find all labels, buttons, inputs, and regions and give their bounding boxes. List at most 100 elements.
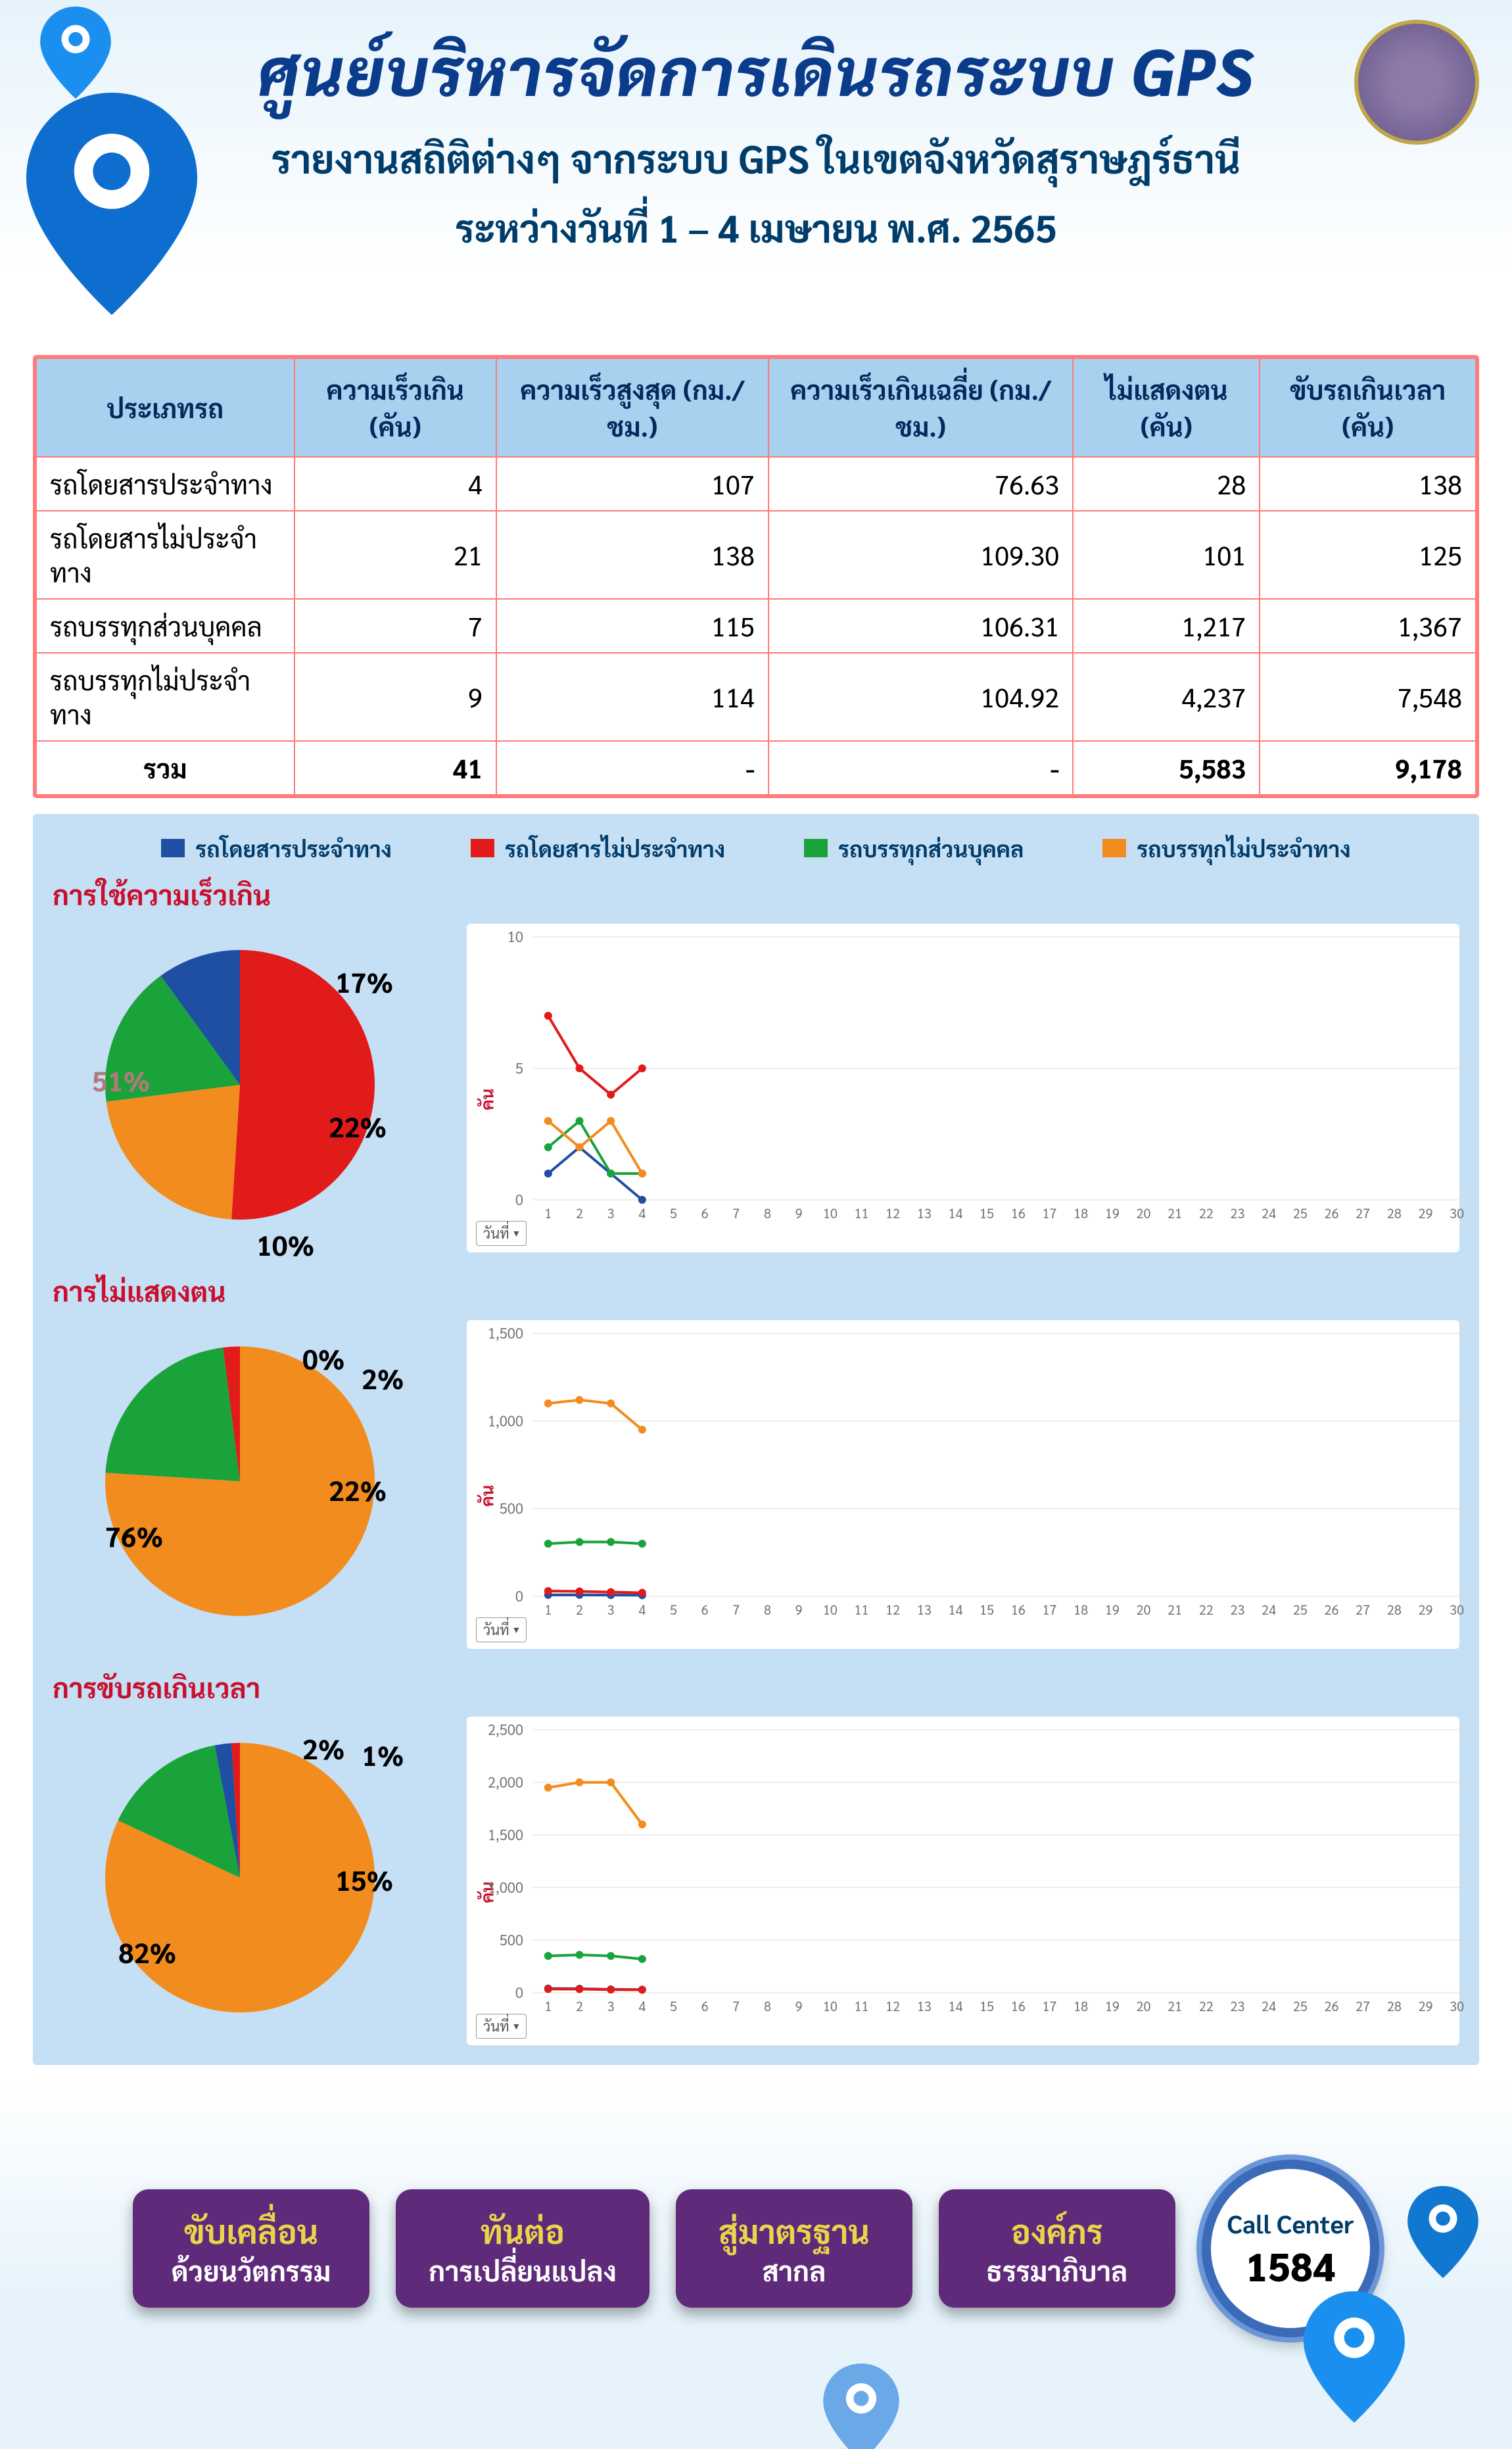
svg-text:5: 5: [670, 1204, 677, 1222]
chart-title: การขับรถเกินเวลา: [53, 1669, 1459, 1705]
svg-text:14: 14: [949, 1997, 963, 2014]
svg-text:2,500: 2,500: [488, 1721, 523, 1739]
svg-text:21: 21: [1168, 1204, 1182, 1222]
svg-text:28: 28: [1387, 1601, 1402, 1618]
svg-text:1: 1: [544, 1997, 552, 2014]
svg-text:6: 6: [701, 1997, 709, 2014]
svg-text:16: 16: [1011, 1601, 1026, 1618]
svg-text:7: 7: [732, 1204, 740, 1222]
svg-text:13: 13: [917, 1997, 932, 2014]
chart-title: การใช้ความเร็วเกิน: [53, 876, 1459, 912]
svg-text:9: 9: [795, 1204, 803, 1222]
legend-item: รถโดยสารไม่ประจำทาง: [471, 834, 725, 863]
legend-swatch: [804, 839, 828, 857]
pie-slice-label: 2%: [302, 1730, 344, 1766]
legend-swatch: [471, 839, 494, 857]
svg-text:12: 12: [886, 1204, 900, 1222]
footer-button[interactable]: สู่มาตรฐานสากล: [676, 2189, 912, 2308]
map-pin-large-icon: [26, 92, 197, 316]
legend-item: รถบรรทุกส่วนบุคคล: [804, 834, 1024, 863]
svg-text:2: 2: [576, 1601, 583, 1618]
svg-text:20: 20: [1137, 1204, 1151, 1222]
svg-text:22: 22: [1199, 1204, 1214, 1222]
pie-slice-label: 2%: [362, 1360, 404, 1396]
svg-text:11: 11: [855, 1204, 869, 1222]
svg-text:15: 15: [980, 1997, 994, 2014]
pie-slice-label: 10%: [256, 1226, 314, 1262]
svg-text:11: 11: [855, 1601, 869, 1618]
map-pin-icon: [1407, 2186, 1479, 2278]
table-header: ความเร็วสูงสุด (กม./ชม.): [496, 358, 768, 457]
svg-text:18: 18: [1074, 1997, 1088, 2014]
x-axis-dropdown[interactable]: วันที่▼: [476, 1221, 527, 1246]
pie-slice-label: 1%: [362, 1736, 404, 1772]
footer-button[interactable]: องค์กรธรรมาภิบาล: [939, 2189, 1175, 2308]
footer: ขับเคลื่อนด้วยนวัตกรรมทันต่อการเปลี่ยนแป…: [0, 2081, 1512, 2449]
pie-slice-label: 15%: [335, 1861, 393, 1897]
svg-text:1,000: 1,000: [488, 1412, 523, 1430]
svg-text:1,000: 1,000: [488, 1878, 523, 1897]
svg-text:17: 17: [1043, 1601, 1057, 1618]
svg-text:20: 20: [1137, 1997, 1151, 2014]
x-axis-dropdown[interactable]: วันที่▼: [476, 1617, 527, 1642]
svg-text:8: 8: [764, 1997, 771, 2014]
table-header: ความเร็วเกิน (คัน): [295, 358, 496, 457]
pie-chart: 76%22%2%0%: [53, 1320, 440, 1649]
svg-text:7: 7: [732, 1997, 740, 2014]
chart-section-noshow: การไม่แสดงตน 76%22%2%0% คัน 05001,0001,5…: [53, 1272, 1459, 1649]
x-axis-dropdown[interactable]: วันที่▼: [476, 2014, 527, 2039]
svg-text:29: 29: [1419, 1204, 1433, 1222]
svg-text:13: 13: [917, 1204, 932, 1222]
svg-text:12: 12: [886, 1997, 900, 2014]
header: ศูนย์บริหารจัดการเดินรถระบบ GPS รายงานสถ…: [0, 0, 1512, 342]
svg-text:6: 6: [701, 1601, 709, 1618]
svg-text:28: 28: [1387, 1997, 1402, 2014]
chart-section-speed: การใช้ความเร็วเกิน 51%22%17%10% คัน 0510…: [53, 876, 1459, 1252]
svg-text:0: 0: [515, 1587, 523, 1605]
svg-text:16: 16: [1011, 1204, 1026, 1222]
svg-text:30: 30: [1450, 1997, 1464, 2014]
svg-text:0: 0: [515, 1191, 523, 1209]
footer-button[interactable]: ขับเคลื่อนด้วยนวัตกรรม: [133, 2189, 369, 2308]
svg-text:10: 10: [823, 1601, 838, 1618]
svg-text:25: 25: [1293, 1204, 1308, 1222]
svg-text:17: 17: [1043, 1997, 1057, 2014]
svg-text:1: 1: [544, 1601, 552, 1618]
svg-text:23: 23: [1231, 1204, 1245, 1222]
svg-text:30: 30: [1450, 1204, 1464, 1222]
footer-button[interactable]: ทันต่อการเปลี่ยนแปลง: [396, 2189, 650, 2308]
svg-text:26: 26: [1325, 1601, 1339, 1618]
svg-text:29: 29: [1419, 1997, 1433, 2014]
svg-text:1,500: 1,500: [488, 1324, 523, 1343]
svg-text:17: 17: [1043, 1204, 1057, 1222]
svg-text:5: 5: [670, 1997, 677, 2014]
pie-chart: 51%22%17%10%: [53, 924, 440, 1252]
charts-panel: รถโดยสารประจำทางรถโดยสารไม่ประจำทางรถบรร…: [33, 814, 1479, 2065]
svg-text:3: 3: [607, 1997, 615, 2014]
page-title: ศูนย์บริหารจัดการเดินรถระบบ GPS: [39, 26, 1473, 112]
svg-text:6: 6: [701, 1204, 709, 1222]
svg-text:2: 2: [576, 1204, 583, 1222]
svg-text:25: 25: [1293, 1997, 1308, 2014]
line-chart: คัน 05001,0001,5002,0002,500123456789101…: [467, 1717, 1459, 2045]
pie-slice-label: 17%: [335, 963, 393, 999]
svg-text:24: 24: [1262, 1204, 1276, 1222]
table-header: ไม่แสดงตน (คัน): [1073, 358, 1260, 457]
table-header: ความเร็วเกินเฉลี่ย (กม./ชม.): [768, 358, 1073, 457]
svg-text:15: 15: [980, 1601, 994, 1618]
svg-text:7: 7: [732, 1601, 740, 1618]
svg-text:500: 500: [500, 1931, 523, 1949]
legend-item: รถบรรทุกไม่ประจำทาง: [1102, 834, 1350, 863]
svg-text:27: 27: [1356, 1204, 1370, 1222]
svg-text:19: 19: [1105, 1204, 1120, 1222]
svg-text:22: 22: [1199, 1601, 1214, 1618]
svg-text:26: 26: [1325, 1997, 1339, 2014]
svg-text:10: 10: [823, 1997, 838, 2014]
svg-text:21: 21: [1168, 1601, 1182, 1618]
svg-text:8: 8: [764, 1204, 771, 1222]
table-row: รถบรรทุกส่วนบุคคล7115106.311,2171,367: [36, 599, 1476, 653]
svg-text:24: 24: [1262, 1601, 1276, 1618]
chart-legend: รถโดยสารประจำทางรถโดยสารไม่ประจำทางรถบรร…: [53, 827, 1459, 876]
pie-slice-label: 0%: [302, 1340, 344, 1376]
svg-text:3: 3: [607, 1601, 615, 1618]
